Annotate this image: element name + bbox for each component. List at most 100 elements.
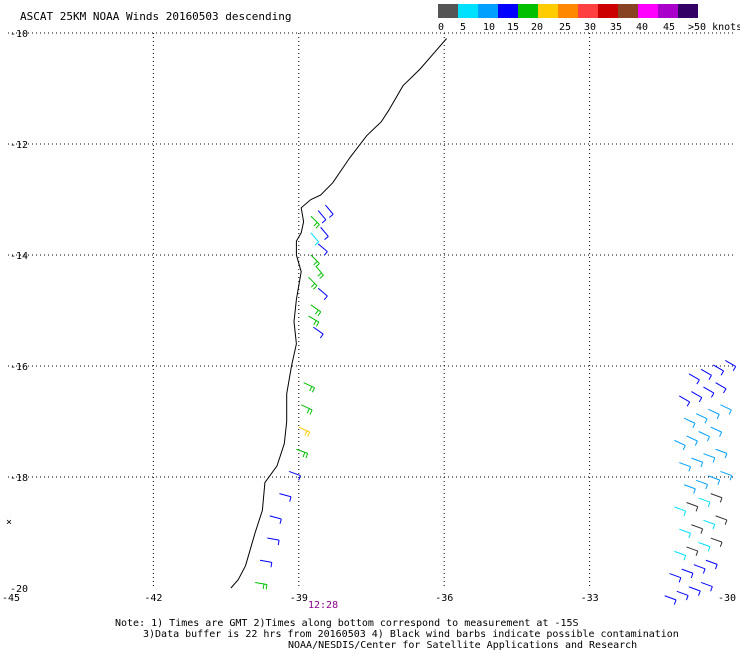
latitude-labels: -10 -12 -14 -16 -18 -20 [10, 29, 28, 595]
wind-barb [315, 265, 324, 279]
wind-barb [703, 519, 716, 530]
wind-barb [317, 287, 328, 301]
wind-barb [688, 373, 700, 385]
wind-barb [720, 470, 733, 481]
lat-label: -12 [10, 140, 28, 151]
legend-label: 30 [584, 22, 596, 33]
lat-label: -16 [10, 362, 28, 373]
legend-label: 40 [636, 22, 648, 33]
legend-swatch [618, 4, 638, 18]
wind-barb [698, 497, 711, 508]
wind-barb [696, 413, 708, 424]
legend-swatch [518, 4, 538, 18]
wind-barb [298, 426, 311, 437]
wind-barb [308, 315, 320, 327]
wind-barb [310, 254, 320, 268]
wind-barb [279, 493, 292, 502]
map-title: ASCAT 25KM NOAA Winds 20160503 descendin… [20, 10, 292, 23]
wind-barb [317, 243, 328, 256]
lon-label: -30 [718, 593, 736, 604]
legend-label: 35 [610, 22, 622, 33]
wind-barbs [255, 204, 737, 605]
wind-barb [310, 215, 320, 229]
wind-barb [693, 564, 706, 574]
wind-barb [255, 581, 268, 590]
wind-barb [705, 559, 718, 570]
legend-swatch [558, 4, 578, 18]
wind-barb [686, 502, 699, 512]
wind-barb [267, 537, 280, 546]
lat-label: -14 [10, 251, 28, 262]
wind-barb [700, 368, 712, 380]
wind-barb [308, 276, 318, 290]
wind-barb [301, 404, 313, 415]
legend-swatch [458, 4, 478, 18]
lon-label: -39 [290, 593, 308, 604]
wind-barb [296, 448, 309, 459]
legend-swatch [638, 4, 658, 18]
wind-barb [696, 479, 708, 490]
wind-barb [710, 537, 723, 548]
edge-marker: × [6, 517, 12, 528]
wind-barb [698, 431, 710, 442]
wind-barb [710, 493, 723, 503]
lon-label: -33 [581, 593, 599, 604]
wind-barb [710, 426, 723, 437]
wind-barb [303, 382, 315, 393]
wind-barb [708, 408, 720, 420]
wind-barb [703, 453, 716, 463]
legend-label: >50 knots [688, 22, 740, 33]
wind-barb [715, 515, 728, 525]
legend-label: 25 [559, 22, 571, 33]
lat-label: -20 [10, 584, 28, 595]
wind-barb [715, 382, 727, 394]
wind-barb [679, 528, 692, 539]
legend-swatch [438, 4, 458, 18]
lat-label: -18 [10, 473, 28, 484]
legend-swatch [538, 4, 558, 18]
longitude-labels: -45 -42 -39 -36 -33 -30 [2, 593, 736, 604]
legend-label: 20 [531, 22, 543, 33]
wind-barb [674, 550, 687, 561]
note-line-1: Note: 1) Times are GMT 2)Times along bot… [115, 618, 579, 629]
wind-barb [686, 546, 699, 556]
legend-swatch [598, 4, 618, 18]
wind-barb [676, 590, 689, 601]
wind-barb [691, 457, 704, 468]
wind-barb [269, 515, 282, 524]
coastline [230, 38, 447, 589]
legend-label: 0 [438, 22, 444, 33]
wind-barb [683, 484, 696, 494]
wind-barb [715, 448, 728, 459]
wind-barb [317, 210, 327, 224]
legend-label: 45 [663, 22, 675, 33]
wind-barb [683, 417, 696, 428]
wind-barb [679, 462, 692, 472]
wind-barb [725, 360, 737, 372]
wind-barb [679, 395, 691, 407]
note-line-3: NOAA/NESDIS/Center for Satellite Applica… [288, 640, 637, 650]
grid-lines [8, 32, 735, 588]
legend-swatch [678, 4, 698, 18]
wind-barb [669, 573, 682, 583]
lon-label: -36 [435, 593, 453, 604]
wind-barb [259, 559, 273, 568]
plot-area [8, 33, 738, 598]
wind-barb [688, 586, 701, 596]
wind-barb [674, 439, 686, 451]
wind-barb [698, 542, 711, 552]
note-line-2: 3)Data buffer is 22 hrs from 20160503 4)… [143, 629, 679, 640]
legend-label: 10 [483, 22, 495, 33]
wind-barb [703, 386, 715, 398]
wind-barb [310, 304, 322, 317]
wind-barb [325, 204, 334, 218]
wind-barb [313, 326, 324, 339]
wind-barb [686, 435, 698, 446]
legend-swatch [498, 4, 518, 18]
lat-label: -10 [10, 29, 28, 40]
wind-barb [310, 232, 320, 246]
legend-swatch [658, 4, 678, 18]
wind-barb [712, 364, 725, 376]
